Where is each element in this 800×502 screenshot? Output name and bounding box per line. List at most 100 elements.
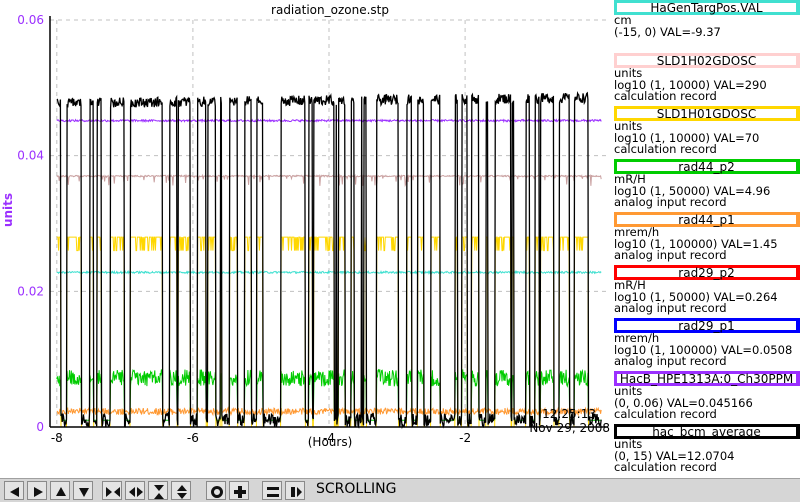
legend-item[interactable]: HaGenTargPos.VAL cm (-15, 0) VAL=-9.37 [614,0,800,38]
expand-x-button[interactable] [125,481,145,500]
legend-name: HaGenTargPos.VAL [650,1,763,15]
expand-y-button[interactable] [171,481,191,500]
legend-item[interactable]: SLD1H01GDOSC units log10 (1, 10000) VAL=70… [614,106,800,156]
legend: HaGenTargPos.VAL cm (-15, 0) VAL=-9.37 SLD1… [614,0,800,480]
x-tick-label: -4 [323,431,335,445]
legend-record: calculation record [614,460,717,474]
end-date: Nov 29, 2008 [529,421,610,435]
chart-title: radiation_ozone.stp [271,3,389,17]
autoscale-icon [211,486,224,498]
legend-unit: cm [614,13,632,27]
legend-name: rad29_p2 [678,266,735,280]
scroll-left-button[interactable] [4,481,24,500]
legend-record: calculation record [614,89,717,103]
legend-range: (0, 15) VAL=12.0704 [614,448,735,463]
legend-name: rad44_p1 [678,213,735,227]
series-layer [56,90,602,430]
scroll-up-button[interactable] [50,481,70,500]
legend-record: calculation record [614,142,717,156]
legend-name-box[interactable]: rad44_p1 [614,212,800,227]
scroll-right-button[interactable] [27,481,47,500]
crosshair-button[interactable] [229,481,249,500]
legend-name: SLD1H02GDOSC [656,54,757,68]
series-line-hagentargpos-val [56,269,602,275]
legend-unit: mR/H [614,172,646,186]
legend-range: log10 (1, 50000) VAL=4.96 [614,183,771,198]
legend-name-box[interactable]: SLD1H01GDOSC [614,106,800,121]
autoscale-button[interactable] [206,481,226,500]
end-time: 12:25:13 [542,407,596,421]
x-axis-label: (Hours) [308,435,353,449]
print-button[interactable] [285,481,305,500]
zoom-icon [267,487,279,497]
legend-range: log10 (1, 10000) VAL=70 [614,130,760,145]
y-tick-label: 0.06 [17,13,44,27]
legend-item[interactable]: rad44_p2 mR/H log10 (1, 50000) VAL=4.96 ana… [614,159,800,209]
x-tick-label: -2 [459,431,471,445]
y-tick-label: 0.02 [17,284,44,298]
legend-name: HacB_HPE1313A:0_Ch30PPM [619,372,794,386]
scroll-down-button[interactable] [73,481,93,500]
legend-name-box[interactable]: rad44_p2 [614,159,800,174]
legend-name: rad29_p1 [678,319,735,333]
legend-item[interactable]: HacB_HPE1313A:0_Ch30PPM units (0, 0.06) VA… [614,371,800,421]
legend-range: log10 (1, 50000) VAL=0.264 [614,289,778,304]
zoom-button[interactable] [262,481,282,500]
expand-y-icon [177,485,187,499]
series-line-hac-bcm-average [56,90,602,430]
x-tick-label: -6 [187,431,199,445]
legend-unit: mrem/h [614,331,660,345]
legend-unit: mR/H [614,278,646,292]
scroll-right-icon [34,487,43,497]
toolbar: SCROLLING [0,478,800,502]
scroll-left-icon [10,487,19,497]
legend-name: rad44_p2 [678,160,735,174]
compress-y-icon [154,485,164,499]
x-tick-label: -8 [51,431,63,445]
legend-range: (0, 0.06) VAL=0.045166 [614,395,753,410]
legend-name: hac_bcm_average [652,425,761,439]
series-line-hacb-hpe1313a-0-ch30ppm [56,118,602,124]
grid [50,19,608,427]
axes: -8 -6 -4 -2 0 0.02 0.04 0.06 [17,13,608,445]
legend-record: calculation record [614,407,717,421]
legend-range: log10 (1, 100000) VAL=1.45 [614,236,778,251]
crosshair-icon [234,486,246,498]
legend-name-box[interactable]: HaGenTargPos.VAL [614,0,800,15]
legend-name-box[interactable]: HacB_HPE1313A:0_Ch30PPM [614,371,800,386]
legend-record: analog input record [614,248,727,262]
legend-name-box[interactable]: rad29_p2 [614,265,800,280]
legend-record: analog input record [614,354,727,368]
legend-unit: units [614,437,643,451]
legend-unit: units [614,66,643,80]
y-tick-label: 0.04 [17,149,44,163]
legend-unit: mrem/h [614,225,660,239]
scroll-down-icon [79,488,89,497]
print-icon [291,487,302,497]
legend-name-box[interactable]: rad29_p1 [614,318,800,333]
status-text: SCROLLING [316,481,397,497]
legend-name: SLD1H01GDOSC [656,107,757,121]
legend-unit: units [614,119,643,133]
y-tick-label: 0 [36,420,44,434]
legend-item[interactable]: rad29_p1 mrem/h log10 (1, 100000) VAL=0.05… [614,318,800,368]
legend-range: log10 (1, 100000) VAL=0.0508 [614,342,793,357]
y-axis-label: units [1,193,15,227]
legend-item[interactable]: SLD1H02GDOSC units log10 (1, 10000) VAL=29… [614,53,800,103]
legend-record: analog input record [614,195,727,209]
chart-area[interactable]: -8 -6 -4 -2 0 0.02 0.04 0.06 radiation_ozone.st… [0,0,614,478]
legend-range: (-15, 0) VAL=-9.37 [614,24,721,39]
compress-x-icon [106,487,120,497]
legend-item[interactable]: rad29_p2 mR/H log10 (1, 50000) VAL=0.264 an… [614,265,800,315]
scroll-up-icon [56,487,66,496]
legend-item[interactable]: rad44_p1 mrem/h log10 (1, 100000) VAL=1.45… [614,212,800,262]
legend-name-box[interactable]: SLD1H02GDOSC [614,53,800,68]
compress-y-button[interactable] [148,481,168,500]
legend-unit: units [614,384,643,398]
legend-range: log10 (1, 10000) VAL=290 [614,77,767,92]
legend-name-box[interactable]: hac_bcm_average [614,424,800,439]
legend-record: analog input record [614,301,727,315]
expand-x-icon [129,487,143,497]
compress-x-button[interactable] [102,481,122,500]
